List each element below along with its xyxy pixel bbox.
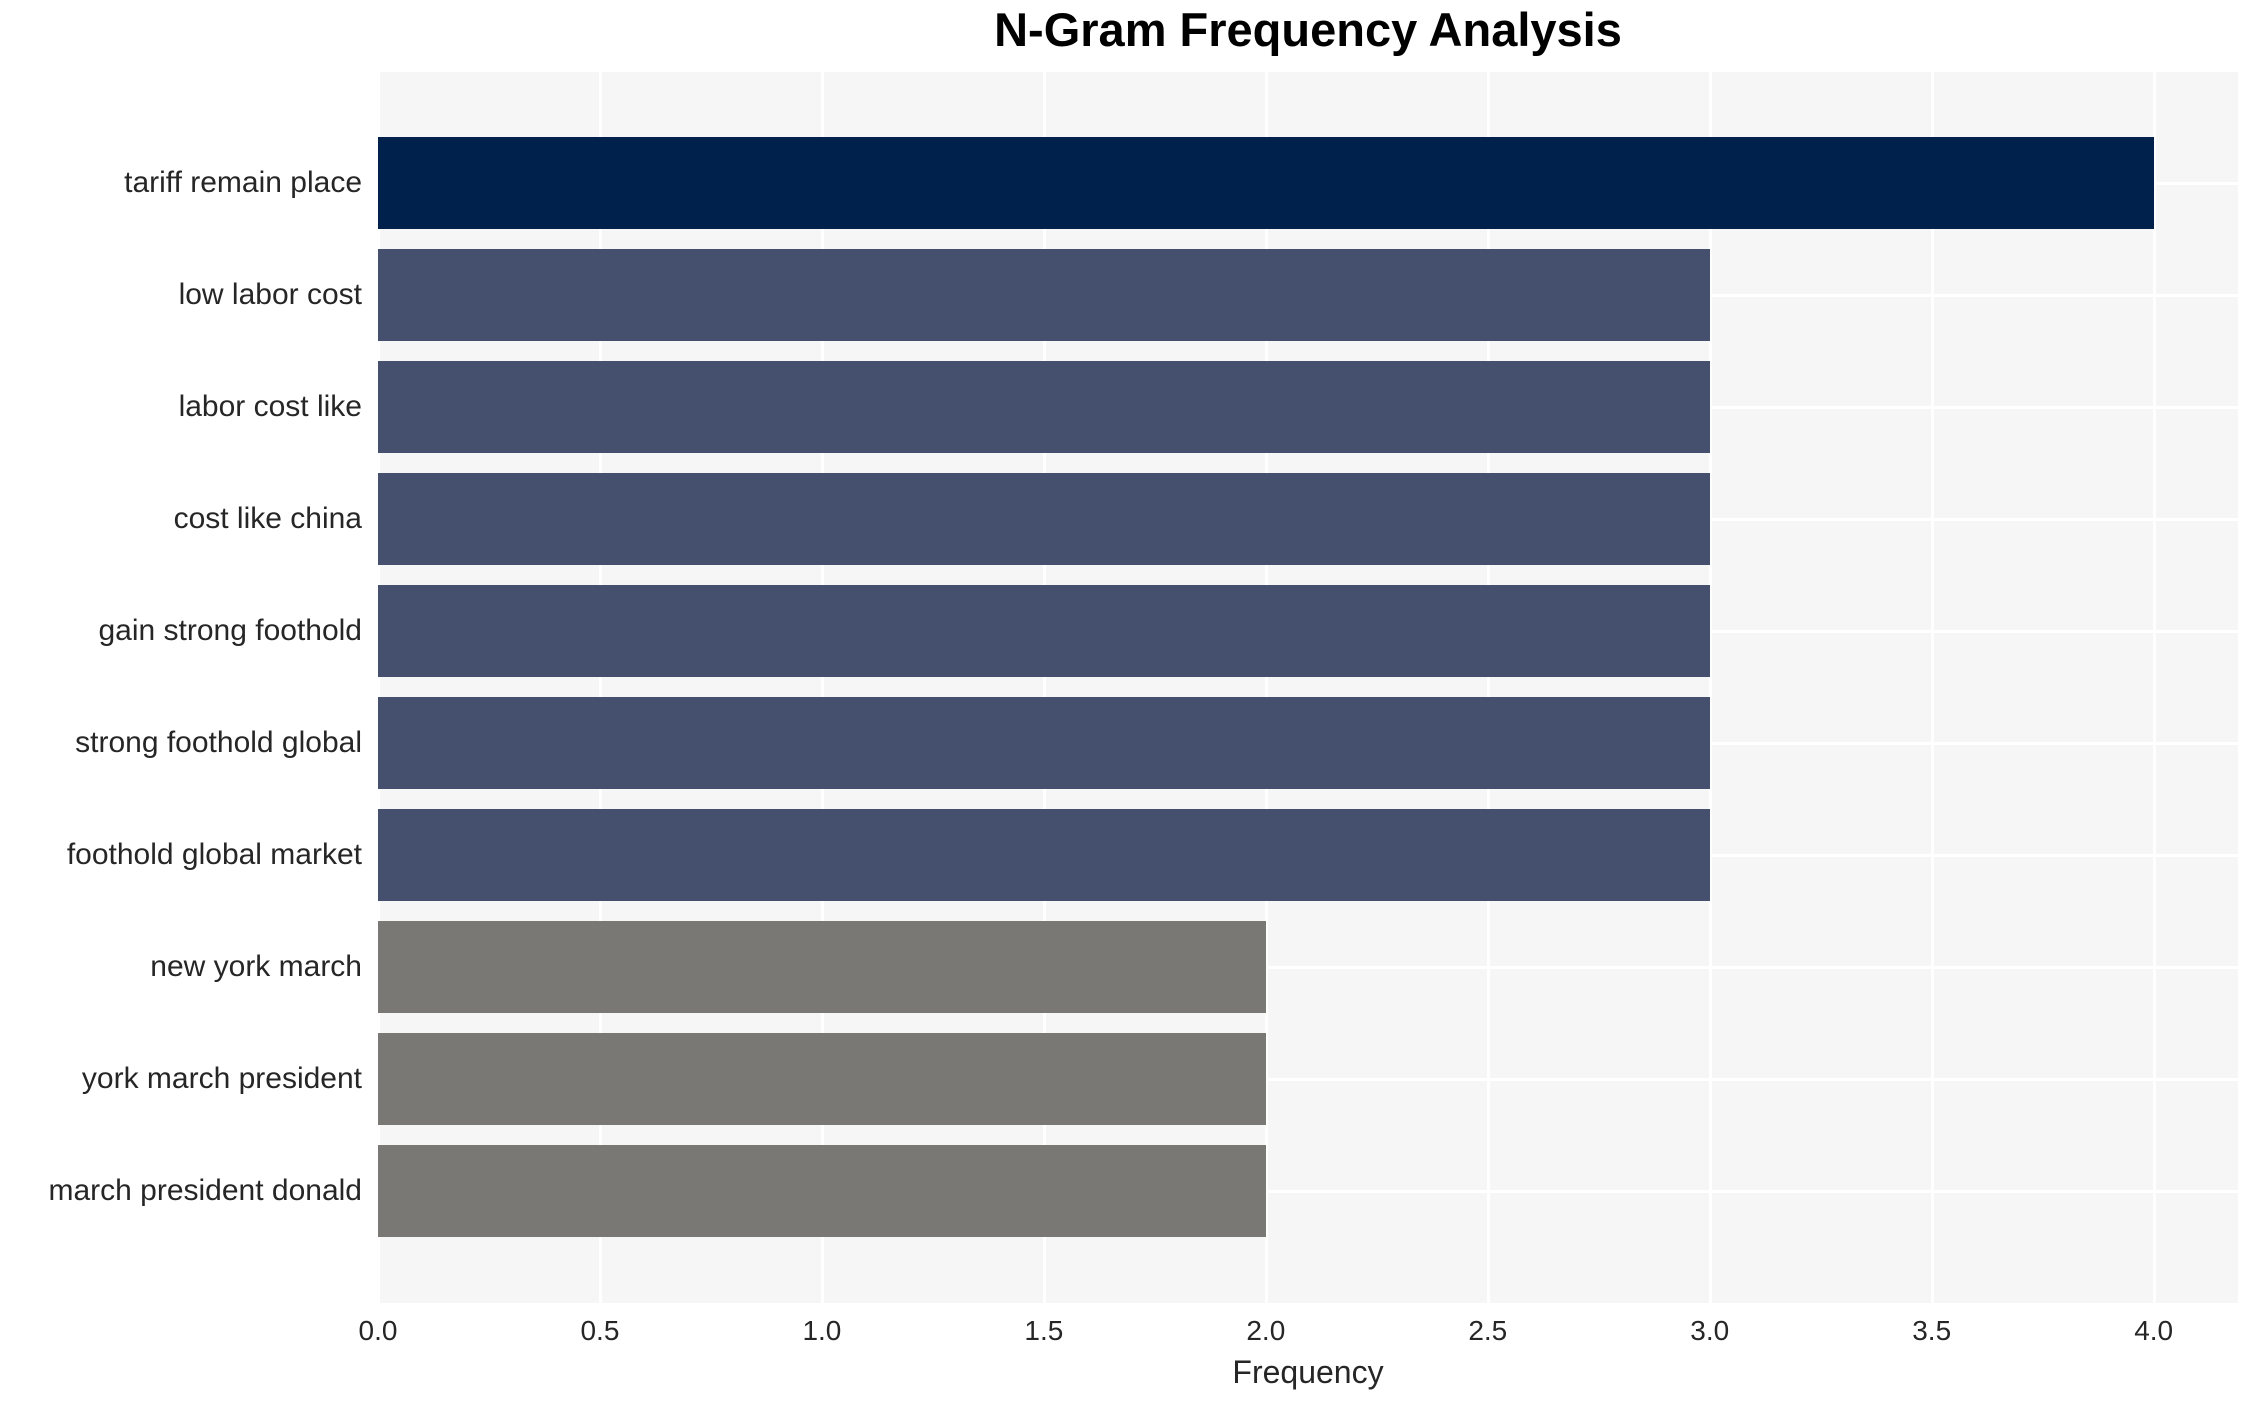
x-tick-label: 3.0 bbox=[1690, 1315, 1730, 1346]
x-tick-label: 2.0 bbox=[1246, 1315, 1286, 1346]
category-label: labor cost like bbox=[178, 390, 362, 423]
bar-row bbox=[378, 127, 2238, 239]
bar-row bbox=[378, 911, 2238, 1023]
horizontal-gridline bbox=[378, 1190, 2238, 1193]
bar bbox=[378, 696, 1710, 790]
vertical-gridline bbox=[1042, 72, 1046, 1303]
bar bbox=[378, 360, 1710, 454]
bar bbox=[378, 1144, 1266, 1238]
x-tick-label: 0.0 bbox=[358, 1315, 398, 1346]
vertical-gridline bbox=[377, 72, 380, 1303]
bar-row bbox=[378, 463, 2238, 575]
vertical-gridline bbox=[1930, 72, 1934, 1303]
y-label-row: tariff remain place bbox=[0, 127, 364, 239]
bar bbox=[378, 472, 1710, 566]
y-axis-category-labels: tariff remain place low labor cost labor c… bbox=[0, 127, 364, 1247]
bar-row bbox=[378, 575, 2238, 687]
y-label-row: march president donald bbox=[0, 1135, 364, 1247]
vertical-gridline bbox=[1264, 72, 1268, 1303]
bar-row bbox=[378, 687, 2238, 799]
category-label: tariff remain place bbox=[124, 166, 362, 199]
x-tick-label: 1.0 bbox=[802, 1315, 842, 1346]
vertical-gridline bbox=[598, 72, 602, 1303]
category-label: new york march bbox=[150, 950, 362, 983]
bar-row bbox=[378, 799, 2238, 911]
x-tick-label: 2.5 bbox=[1468, 1315, 1508, 1346]
bar bbox=[378, 920, 1266, 1014]
x-tick-label: 4.0 bbox=[2134, 1315, 2174, 1346]
category-label: low labor cost bbox=[178, 278, 362, 311]
category-label: march president donald bbox=[48, 1174, 362, 1207]
horizontal-gridline bbox=[378, 966, 2238, 969]
bar bbox=[378, 584, 1710, 678]
bar-row bbox=[378, 351, 2238, 463]
bar bbox=[378, 136, 2154, 230]
y-label-row: cost like china bbox=[0, 463, 364, 575]
horizontal-gridline bbox=[378, 1078, 2238, 1081]
category-label: foothold global market bbox=[66, 838, 362, 871]
vertical-gridline bbox=[2152, 72, 2156, 1303]
vertical-gridline bbox=[1708, 72, 1712, 1303]
vertical-gridline bbox=[820, 72, 824, 1303]
plot-area bbox=[377, 72, 2238, 1303]
bar bbox=[378, 808, 1710, 902]
bars-container bbox=[378, 127, 2238, 1247]
y-label-row: labor cost like bbox=[0, 351, 364, 463]
vertical-gridline bbox=[1486, 72, 1490, 1303]
bar bbox=[378, 1032, 1266, 1126]
y-label-row: york march president bbox=[0, 1023, 364, 1135]
x-tick-label: 0.5 bbox=[580, 1315, 620, 1346]
chart-title: N-Gram Frequency Analysis bbox=[994, 3, 1622, 56]
x-axis-title: Frequency bbox=[1232, 1354, 1384, 1390]
category-label: york march president bbox=[81, 1062, 362, 1095]
y-label-row: foothold global market bbox=[0, 799, 364, 911]
category-label: gain strong foothold bbox=[98, 614, 362, 647]
bar bbox=[378, 248, 1710, 342]
y-label-row: strong foothold global bbox=[0, 687, 364, 799]
y-label-row: gain strong foothold bbox=[0, 575, 364, 687]
bar-row bbox=[378, 1135, 2238, 1247]
x-tick-label: 3.5 bbox=[1912, 1315, 1952, 1346]
category-label: cost like china bbox=[173, 502, 362, 535]
x-tick-label: 1.5 bbox=[1024, 1315, 1064, 1346]
category-label: strong foothold global bbox=[75, 726, 362, 759]
bar-row bbox=[378, 239, 2238, 351]
y-label-row: low labor cost bbox=[0, 239, 364, 351]
y-label-row: new york march bbox=[0, 911, 364, 1023]
bar-row bbox=[378, 1023, 2238, 1135]
